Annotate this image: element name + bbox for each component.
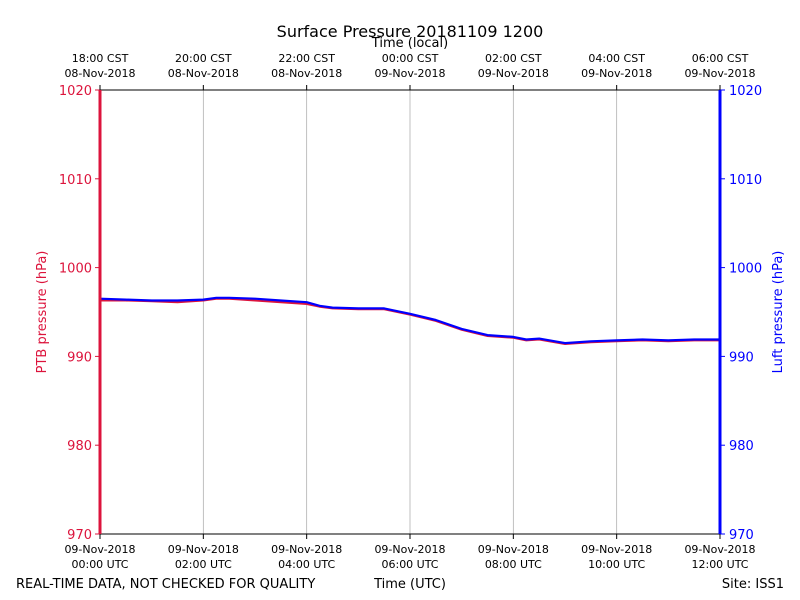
- y-tick-label-left: 1010: [59, 173, 92, 188]
- x-tick-label-bottom-time: 06:00 UTC: [381, 558, 438, 571]
- y-axis-label-left: PTB pressure (hPa): [35, 251, 50, 374]
- x-tick-label-top-date: 09-Nov-2018: [478, 67, 549, 80]
- site-label: Site: ISS1: [722, 577, 784, 592]
- y-tick-label-right: 1020: [729, 84, 762, 99]
- x-tick-label-bottom-time: 00:00 UTC: [71, 558, 128, 571]
- top-axis-label: Time (local): [371, 36, 448, 51]
- x-tick-label-bottom-time: 10:00 UTC: [588, 558, 645, 571]
- y-tick-label-left: 1000: [59, 262, 92, 277]
- x-tick-label-bottom-date: 09-Nov-2018: [581, 543, 652, 556]
- quality-note: REAL-TIME DATA, NOT CHECKED FOR QUALITY: [16, 577, 315, 592]
- x-tick-label-top-date: 09-Nov-2018: [581, 67, 652, 80]
- x-tick-label-bottom-time: 12:00 UTC: [691, 558, 748, 571]
- y-tick-label-right: 980: [729, 439, 754, 454]
- x-tick-label-top-date: 09-Nov-2018: [374, 67, 445, 80]
- y-tick-label-left: 980: [67, 439, 92, 454]
- x-tick-label-top-date: 08-Nov-2018: [271, 67, 342, 80]
- x-tick-label-bottom-date: 09-Nov-2018: [374, 543, 445, 556]
- x-tick-label-top-time: 04:00 CST: [588, 52, 645, 65]
- x-tick-label-bottom-date: 09-Nov-2018: [684, 543, 755, 556]
- x-tick-label-bottom-date: 09-Nov-2018: [271, 543, 342, 556]
- y-tick-label-right: 970: [729, 528, 754, 543]
- x-tick-label-top-date: 09-Nov-2018: [684, 67, 755, 80]
- x-tick-label-bottom-date: 09-Nov-2018: [168, 543, 239, 556]
- y-tick-label-right: 1010: [729, 173, 762, 188]
- chart-title: Surface Pressure 20181109 1200: [277, 22, 544, 41]
- x-tick-label-top-time: 22:00 CST: [278, 52, 335, 65]
- x-tick-label-top-date: 08-Nov-2018: [64, 67, 135, 80]
- x-tick-label-top-date: 08-Nov-2018: [168, 67, 239, 80]
- x-tick-label-bottom-date: 09-Nov-2018: [478, 543, 549, 556]
- ticks: 970 970 980 980 990 990 1000 1000 1010 1010 1020 10…: [59, 52, 762, 571]
- x-axis-label: Time (UTC): [373, 577, 446, 592]
- x-tick-label-top-time: 06:00 CST: [692, 52, 749, 65]
- y-tick-label-left: 970: [67, 528, 92, 543]
- y-tick-label-right: 1000: [729, 262, 762, 277]
- x-tick-label-bottom-time: 02:00 UTC: [175, 558, 232, 571]
- series-layer: [99, 296, 720, 345]
- x-tick-label-top-time: 18:00 CST: [72, 52, 129, 65]
- series-line-luft: [99, 296, 720, 345]
- x-tick-label-top-time: 00:00 CST: [382, 52, 439, 65]
- y-tick-label-right: 990: [729, 350, 754, 365]
- y-axis-label-right: Luft pressure (hPa): [771, 251, 786, 374]
- x-tick-label-top-time: 20:00 CST: [175, 52, 232, 65]
- x-tick-label-bottom-time: 04:00 UTC: [278, 558, 335, 571]
- x-tick-label-bottom-time: 08:00 UTC: [485, 558, 542, 571]
- x-grid: [202, 90, 618, 534]
- x-tick-label-bottom-date: 09-Nov-2018: [64, 543, 135, 556]
- y-tick-label-left: 1020: [59, 84, 92, 99]
- x-tick-label-top-time: 02:00 CST: [485, 52, 542, 65]
- y-tick-label-left: 990: [67, 350, 92, 365]
